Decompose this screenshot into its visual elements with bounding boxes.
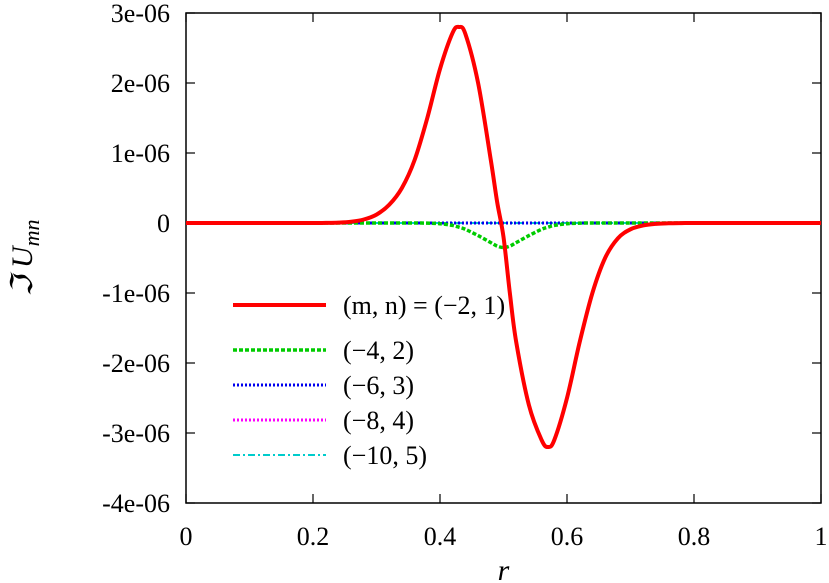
series-lines — [185, 24, 821, 450]
y-tick-label: 1e-06 — [111, 139, 170, 168]
legend-label-5: (−10, 5) — [343, 441, 427, 470]
y-axis-label-main: ℑ U — [6, 244, 39, 296]
y-tick-label: -1e-06 — [102, 279, 170, 308]
y-axis-label-sub: mn — [19, 220, 44, 247]
x-tick-label: 1 — [815, 522, 828, 551]
series-line-1 — [185, 24, 821, 450]
x-tick-label: 0.4 — [424, 522, 457, 551]
legend-label-1: (m, n) = (−2, 1) — [343, 291, 505, 320]
x-tick-label: 0 — [180, 522, 193, 551]
tick-labels: 0 0.2 0.4 0.6 0.8 1 3e-06 2e-06 1e-06 0 -1e-06 -2e-… — [102, 0, 827, 551]
y-tick-label: -2e-06 — [102, 349, 170, 378]
y-tick-label: -4e-06 — [102, 489, 170, 518]
axis-ticks — [185, 12, 822, 504]
x-tick-label: 0.2 — [297, 522, 330, 551]
x-tick-label: 0.8 — [678, 522, 711, 551]
legend-label-2: (−4, 2) — [343, 336, 414, 365]
y-tick-label: -3e-06 — [102, 419, 170, 448]
plot-frame — [185, 12, 822, 504]
x-axis-label: r — [498, 554, 510, 583]
y-tick-label: 2e-06 — [111, 69, 170, 98]
legend-label-4: (−8, 4) — [343, 406, 414, 435]
y-tick-label: 0 — [157, 209, 170, 238]
legend-label-3: (−6, 3) — [343, 371, 414, 400]
y-axis-label: ℑ Umn — [6, 220, 44, 297]
legend: (m, n) = (−2, 1) (−4, 2) (−6, 3) (−8, 4) (−1… — [233, 291, 505, 470]
x-tick-label: 0.6 — [551, 522, 584, 551]
y-tick-label: 3e-06 — [111, 0, 170, 28]
